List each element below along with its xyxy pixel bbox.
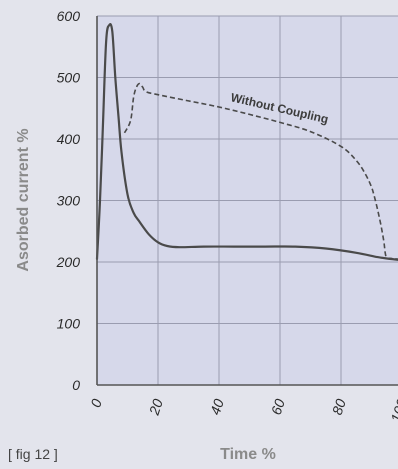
series-layer (95, 23, 398, 261)
series-line-with-coupling (95, 23, 398, 261)
y-tick-label: 200 (56, 254, 81, 270)
x-axis-title: Time % (220, 446, 276, 463)
axes (96, 16, 398, 386)
y-tick-label: 100 (57, 316, 81, 332)
y-axis-title: Asorbed current % (15, 128, 32, 271)
x-tick-label: 60 (268, 397, 288, 417)
x-tick-label: 80 (329, 397, 349, 417)
y-tick-label: 600 (57, 8, 81, 24)
y-tick-label: 500 (57, 70, 81, 86)
figure-label: [ fig 12 ] (8, 446, 58, 462)
y-tick-label: 0 (72, 377, 80, 393)
y-tick-label: 300 (57, 193, 81, 209)
tick-labels: 0 100 200 300 400 500 600 0 20 40 60 80 100 (56, 8, 398, 424)
x-tick-label: 100 (387, 397, 398, 424)
series-line-without-coupling (123, 82, 398, 260)
y-tick-label: 400 (57, 131, 81, 147)
x-tick-label: 20 (146, 397, 166, 418)
x-tick-label: 0 (87, 397, 105, 410)
x-tick-label: 40 (207, 397, 227, 417)
